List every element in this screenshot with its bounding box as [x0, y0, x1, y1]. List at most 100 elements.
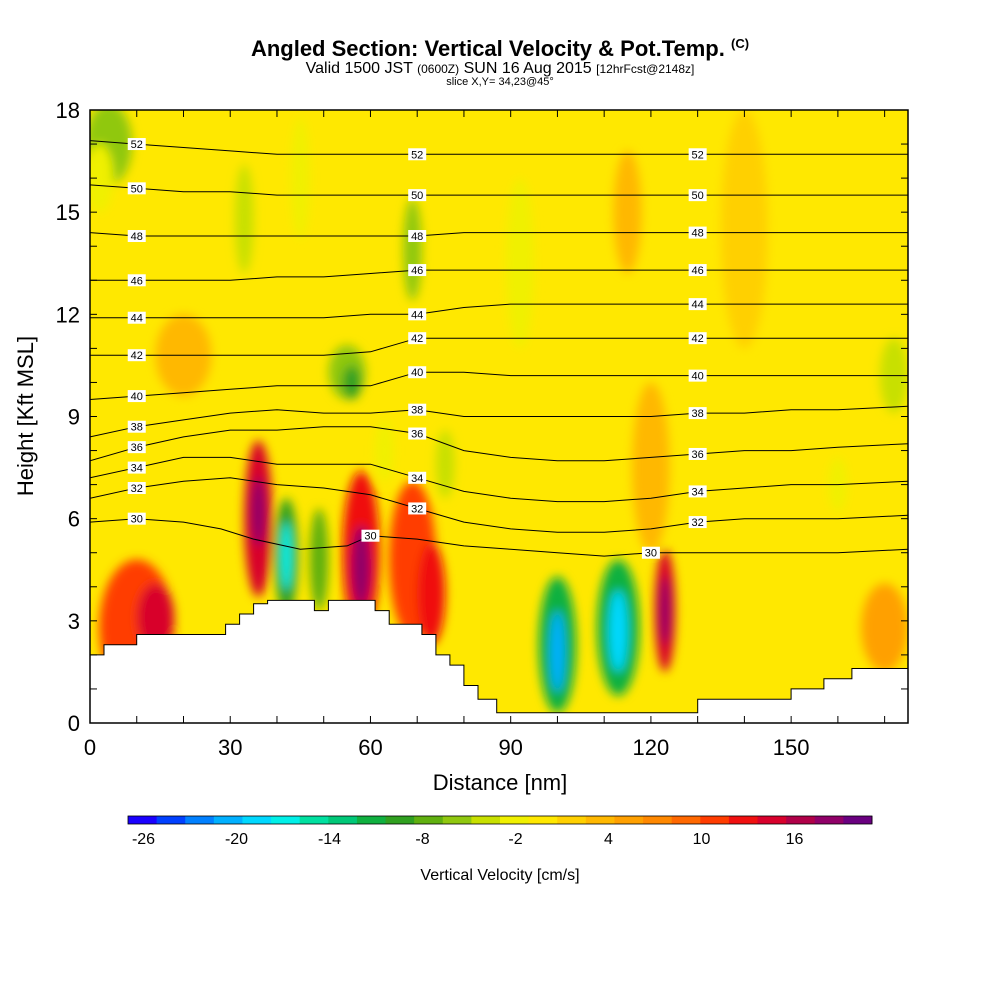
chart-title: Angled Section: Vertical Velocity & Pot.…: [0, 36, 1000, 62]
contour-label-50: 50: [131, 183, 143, 195]
colorbar-tick-label: -8: [415, 831, 429, 848]
terrain: [90, 599, 908, 723]
colorbar-swatch-11: [442, 816, 472, 824]
velocity-cell-17: [290, 116, 310, 240]
contour-label-box-34: [688, 485, 707, 498]
chart-subtitle: Valid 1500 JST (0600Z) SUN 16 Aug 2015 […: [0, 60, 1000, 78]
theta-contour-46: [90, 269, 908, 281]
contour-label-box-32: [127, 482, 146, 495]
contour-label-52: 52: [411, 149, 423, 161]
theta-contour-38: [90, 405, 908, 438]
contour-label-52: 52: [131, 139, 143, 151]
colorbar-swatch-24: [814, 816, 844, 824]
contour-label-box-42: [127, 349, 146, 362]
colorbar-swatch-23: [786, 816, 816, 824]
valid-forecast: [12hrFcst@2148z]: [596, 62, 695, 76]
contour-label-50: 50: [411, 190, 423, 202]
velocity-cell-23: [608, 590, 628, 672]
contour-label-36: 36: [692, 449, 704, 461]
y-tick-label: 12: [56, 302, 80, 327]
y-tick-label: 0: [68, 711, 80, 736]
theta-contour-42: [90, 337, 908, 356]
colorbar-swatch-4: [242, 816, 272, 824]
contour-label-38: 38: [411, 405, 423, 417]
contour-label-38: 38: [692, 408, 704, 420]
contour-label-box-48: [688, 226, 707, 239]
contour-label-32: 32: [411, 503, 423, 515]
contour-label-32: 32: [131, 483, 143, 495]
y-tick-label: 3: [68, 609, 80, 634]
colorbar-swatch-17: [614, 816, 644, 824]
contour-label-box-42: [688, 332, 707, 345]
velocity-cell-19: [90, 144, 114, 213]
colorbar-tick-label: -26: [132, 831, 155, 848]
contour-label-50: 50: [692, 190, 704, 202]
contour-label-42: 42: [692, 333, 704, 345]
contour-label-box-52: [127, 138, 146, 151]
contour-label-box-42: [408, 332, 427, 345]
contour-label-44: 44: [411, 309, 423, 321]
x-axis-title: Distance [nm]: [433, 770, 568, 795]
contour-label-box-38: [408, 403, 427, 416]
velocity-cell-29: [613, 150, 642, 274]
velocity-cell-12: [342, 365, 362, 400]
contour-label-box-46: [127, 274, 146, 287]
contour-label-40: 40: [692, 371, 704, 383]
contour-label-box-32: [408, 502, 427, 515]
x-tick-label: 90: [498, 735, 522, 760]
velocity-field: [90, 110, 908, 723]
velocity-cell-10: [417, 542, 446, 645]
contour-label-40: 40: [411, 367, 423, 379]
terrain-profile: [90, 599, 908, 723]
contour-label-36: 36: [131, 442, 143, 454]
contour-label-48: 48: [692, 228, 704, 240]
velocity-cell-8: [351, 525, 371, 608]
contour-label-36: 36: [411, 429, 423, 441]
x-tick-label: 60: [358, 735, 382, 760]
velocity-cell-15: [375, 419, 394, 482]
contour-label-42: 42: [411, 333, 423, 345]
contour-label-box-40: [408, 366, 427, 379]
colorbar-swatch-21: [728, 816, 759, 824]
colorbar-swatch-0: [128, 816, 158, 824]
colorbar-swatch-8: [356, 816, 387, 824]
velocity-cell-26: [861, 583, 908, 672]
velocity-cell-16: [234, 164, 254, 274]
colorbar-swatch-18: [643, 816, 673, 824]
contour-label-box-38: [127, 420, 146, 433]
velocity-cell-33: [632, 382, 670, 553]
velocity-cell-5: [280, 522, 292, 591]
theta-contour-48: [90, 232, 908, 237]
y-tick-label: 18: [56, 98, 80, 123]
velocity-cell-3: [251, 477, 266, 546]
contour-label-box-38: [688, 407, 707, 420]
chart-title-suffix: (C): [731, 36, 750, 51]
contour-label-box-40: [688, 369, 707, 382]
contour-label-48: 48: [131, 231, 143, 243]
valid-utc: (0600Z): [417, 62, 460, 76]
slice-info: slice X,Y= 34,23@45°: [446, 76, 554, 88]
valid-time: Valid 1500 JST: [305, 60, 413, 77]
contour-label-box-44: [688, 298, 707, 311]
theta-contour-40: [90, 371, 908, 400]
velocity-cell-32: [506, 178, 535, 349]
theta-contour-52: [90, 140, 908, 155]
contour-label-46: 46: [411, 265, 423, 277]
contour-label-34: 34: [131, 463, 143, 475]
colorbar-swatch-6: [299, 816, 329, 824]
velocity-cell-14: [435, 430, 455, 499]
y-tick-label: 6: [68, 507, 80, 532]
contour-label-box-52: [408, 148, 427, 161]
y-tick-label: 9: [68, 405, 80, 430]
contour-label-box-48: [408, 230, 427, 243]
contour-label-46: 46: [131, 275, 143, 287]
contour-label-42: 42: [131, 350, 143, 362]
contour-label-40: 40: [131, 391, 143, 403]
contour-label-34: 34: [411, 473, 423, 485]
theta-contour-36: [90, 426, 908, 462]
velocity-cell-13: [403, 198, 422, 301]
colorbar-swatch-3: [213, 816, 243, 824]
theta-contour-30: [90, 518, 908, 557]
colorbar-tick-label: 10: [693, 831, 711, 848]
theta-contour-44: [90, 303, 908, 319]
